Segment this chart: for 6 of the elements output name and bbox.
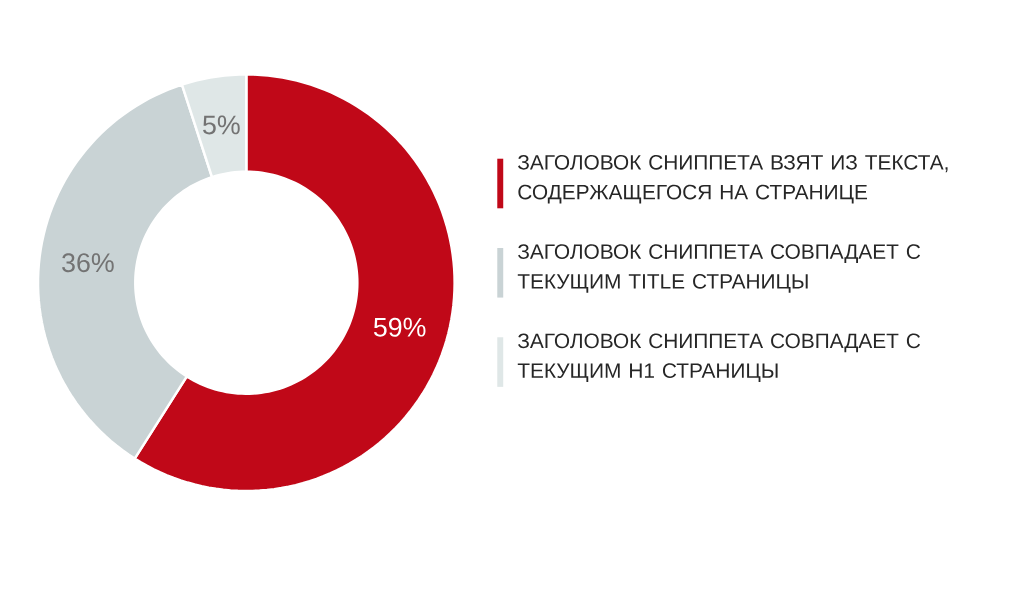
legend-label: ЗАГОЛОВОК СНИППЕТА ВЗЯТ ИЗ ТЕКСТА, СОДЕРЖАЩЕГОСЯ НА СТРАНИЦЕ [518,154,948,204]
data-label: 59% [373,317,426,337]
legend-label: ЗАГОЛОВОК СНИППЕТА СОВПАДАЕТ С ТЕКУЩИМ H1 СТРАНИЦЫ [517,333,921,382]
legend-label: ЗАГОЛОВОК СНИППЕТА СОВПАДАЕТ С ТЕКУЩИМ TITLE СТРАНИЦЫ [517,244,921,293]
data-label: 36% [62,253,114,273]
data-label: 5% [203,115,240,135]
